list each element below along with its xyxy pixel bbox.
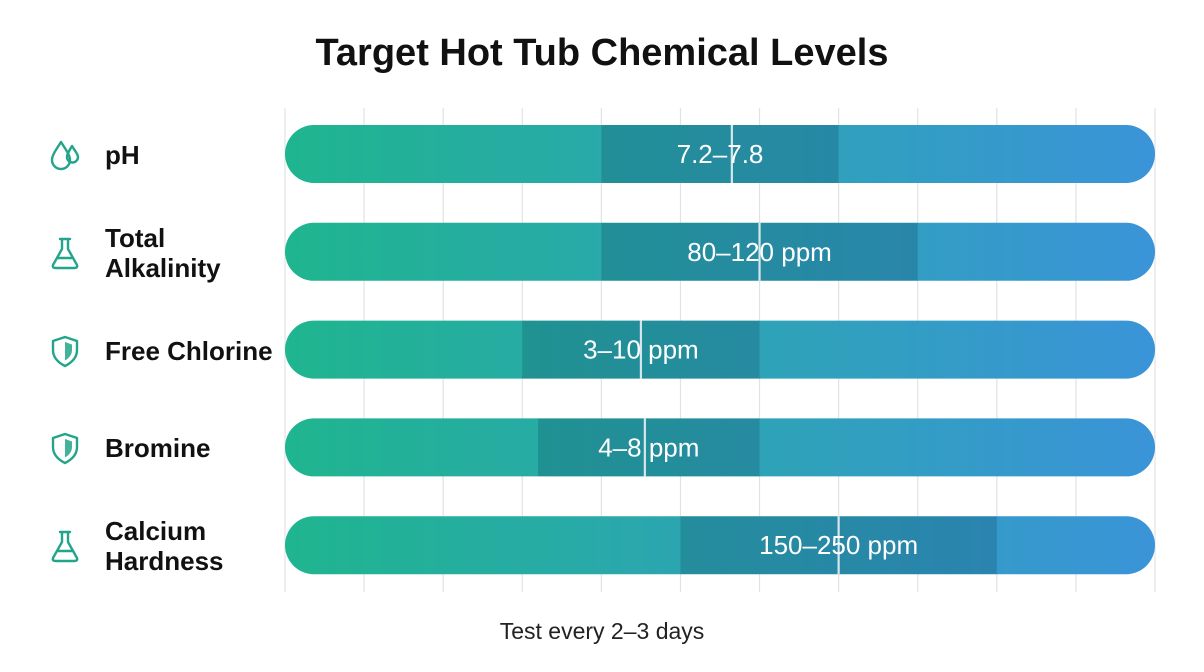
- range-markers: [639, 125, 840, 575]
- row-label-text: Bromine: [105, 433, 211, 463]
- range-labels: 7.2–7.8 80–120 ppm 3–10 ppm 4–8 ppm 150–250 …: [583, 139, 918, 560]
- row-label-ph: pH: [50, 125, 280, 185]
- bar-track: [285, 125, 1155, 183]
- shield-icon: [51, 335, 79, 368]
- range-label: 4–8 ppm: [598, 432, 699, 462]
- target-range-band: [601, 125, 839, 183]
- row-label-calcium-hardness: Calcium Hardness: [50, 516, 280, 576]
- row-label-bromine: Bromine: [50, 418, 280, 478]
- chart-title: Target Hot Tub Chemical Levels: [315, 32, 889, 74]
- range-label: 3–10 ppm: [583, 335, 699, 365]
- bar-tracks: [285, 125, 1155, 575]
- row-label-text: Free Chlorine: [105, 336, 273, 366]
- bar-track: [285, 516, 1155, 575]
- flask-icon: [51, 237, 79, 270]
- range-label: 7.2–7.8: [677, 139, 764, 169]
- range-label: 150–250 ppm: [759, 530, 918, 560]
- bar-track: [285, 418, 1155, 477]
- footer-note: Test every 2–3 days: [499, 618, 705, 644]
- row-label-text: Total Alkalinity: [105, 223, 221, 283]
- shield-icon: [51, 432, 79, 465]
- target-range-band: [538, 418, 760, 477]
- row-label-free-chlorine: Free Chlorine: [50, 321, 280, 381]
- flask-icon: [51, 530, 79, 563]
- row-label-text: Calcium Hardness: [105, 516, 224, 576]
- row-label-text: pH: [105, 140, 140, 170]
- bar-track: [285, 222, 1155, 281]
- bar-track: [285, 320, 1155, 379]
- range-label: 80–120 ppm: [687, 237, 832, 267]
- water-drops-icon: [50, 140, 80, 171]
- row-label-total-alkalinity: Total Alkalinity: [50, 223, 280, 283]
